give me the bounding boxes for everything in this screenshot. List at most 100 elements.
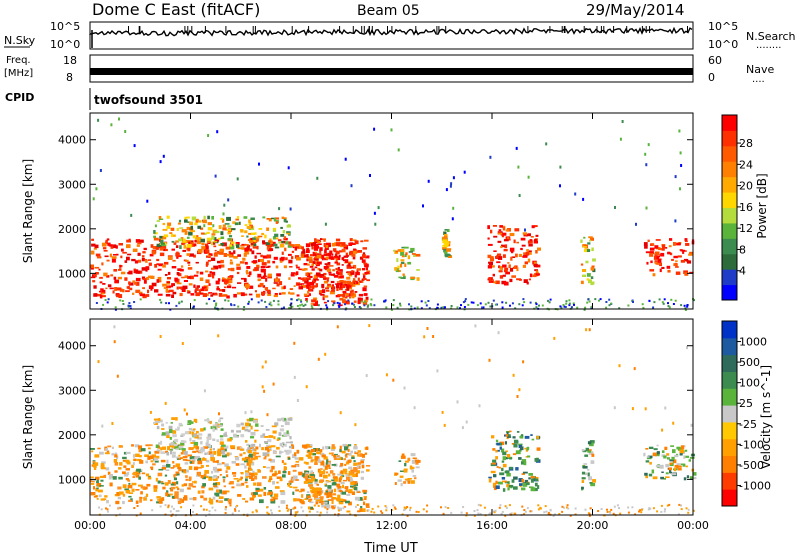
sparse-cell: [164, 401, 167, 405]
echo-cell: [175, 245, 179, 248]
echo-cell: [235, 218, 239, 221]
echo-cell: [272, 473, 278, 475]
echo-cell: [679, 449, 685, 454]
noise-cell: [242, 308, 245, 311]
colorbar-tick-label: -1000: [739, 479, 771, 492]
echo-cell: [157, 268, 162, 271]
echo-cell: [270, 499, 276, 504]
echo-cell: [534, 269, 538, 272]
colorbar-swatch: [722, 489, 737, 507]
echo-cell: [511, 479, 515, 483]
echo-cell: [267, 439, 272, 443]
echo-cell: [177, 497, 181, 501]
echo-cell: [176, 282, 182, 285]
noise-cell: [523, 509, 526, 511]
echo-cell: [311, 478, 316, 482]
echo-cell: [266, 254, 272, 259]
echo-cell: [220, 259, 224, 264]
sparse-cell: [390, 128, 393, 132]
echo-cell: [256, 482, 262, 487]
echo-cell: [141, 276, 146, 280]
echo-cell: [403, 468, 408, 471]
echo-cell: [495, 450, 498, 453]
echo-cell: [276, 481, 279, 484]
echo-cell: [205, 442, 209, 447]
echo-cell: [224, 283, 228, 285]
echo-cell: [394, 482, 397, 485]
echo-cell: [235, 463, 240, 466]
noise-cell: [277, 300, 280, 303]
echo-cell: [680, 445, 685, 450]
echo-cell: [669, 471, 672, 474]
echo-cell: [319, 290, 324, 294]
echo-cell: [591, 247, 594, 252]
echo-cell: [401, 453, 405, 458]
echo-cell: [513, 443, 518, 448]
echo-cell: [292, 486, 298, 489]
echo-cell: [286, 225, 291, 228]
echo-cell: [221, 444, 226, 447]
echo-cell: [292, 478, 296, 481]
echo-cell: [265, 429, 270, 431]
echo-cell: [143, 280, 147, 284]
echo-cell: [492, 459, 497, 463]
echo-cell: [226, 466, 231, 470]
noise-cell: [136, 505, 139, 507]
sparse-cell: [339, 411, 342, 415]
nave-label: Nave: [746, 63, 774, 76]
echo-cell: [341, 264, 344, 266]
echo-cell: [205, 263, 208, 267]
echo-cell: [319, 249, 322, 253]
echo-cell: [680, 463, 685, 466]
sparse-cell: [183, 408, 186, 412]
echo-cell: [528, 250, 532, 252]
echo-cell: [181, 242, 185, 245]
echo-cell: [196, 220, 202, 223]
echo-cell: [254, 429, 259, 432]
echo-cell: [535, 273, 540, 276]
echo-cell: [167, 277, 171, 280]
echo-cell: [279, 428, 285, 432]
echo-cell: [201, 246, 206, 250]
echo-cell: [101, 295, 106, 298]
echo-cell: [267, 450, 270, 453]
echo-cell: [222, 490, 227, 495]
noise-cell: [508, 504, 511, 507]
sparse-cell: [582, 197, 585, 201]
echo-cell: [259, 488, 264, 492]
echo-cell: [500, 245, 503, 249]
echo-cell: [96, 479, 99, 484]
echo-cell: [156, 496, 161, 499]
echo-cell: [279, 257, 284, 261]
echo-cell: [300, 278, 306, 280]
noise-cell: [202, 508, 205, 511]
echo-cell: [126, 244, 131, 249]
echo-cell: [304, 279, 309, 284]
sparse-cell: [574, 192, 577, 196]
echo-cell: [230, 259, 233, 262]
echo-cell: [171, 240, 175, 243]
echo-cell: [254, 267, 259, 271]
echo-cell: [399, 263, 403, 268]
echo-cell: [669, 238, 673, 241]
echo-cell: [131, 464, 134, 468]
echo-cell: [179, 245, 182, 249]
echo-cell: [341, 450, 346, 454]
echo-cell: [654, 251, 660, 256]
colorbar-tick-label: 25: [739, 397, 753, 410]
echo-cell: [162, 486, 166, 490]
noise-cell: [224, 508, 227, 511]
echo-cell: [501, 235, 505, 238]
sparse-cell: [452, 206, 455, 210]
noise-cell: [641, 303, 644, 306]
echo-cell: [229, 481, 234, 485]
echo-cell: [505, 269, 508, 272]
echo-cell: [493, 281, 497, 284]
echo-cell: [259, 499, 264, 504]
echo-cell: [328, 273, 333, 276]
echo-cell: [95, 488, 99, 492]
noise-cell: [477, 503, 480, 506]
echo-cell: [365, 506, 370, 508]
echo-cell: [165, 450, 168, 454]
